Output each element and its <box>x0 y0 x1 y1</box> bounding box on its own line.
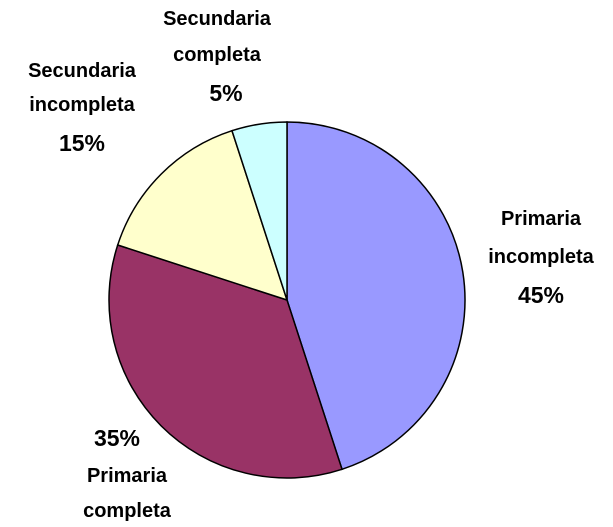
slice-value-label: 45% <box>518 282 564 308</box>
pie-slice <box>108 244 343 479</box>
slice-value-label: 5% <box>209 80 242 106</box>
pie-slice <box>286 121 466 471</box>
slice-value-label: 15% <box>59 130 105 156</box>
slice-label: Secundaria completa <box>163 8 272 66</box>
slice-value-label: 35% <box>94 425 140 451</box>
slice-label: Primaria incompleta <box>488 208 594 268</box>
pie-slice <box>231 121 288 301</box>
slice-label: Primaria completa <box>83 465 172 522</box>
slice-label: Secundaria incompleta <box>28 60 137 116</box>
pie-slice <box>116 129 289 302</box>
